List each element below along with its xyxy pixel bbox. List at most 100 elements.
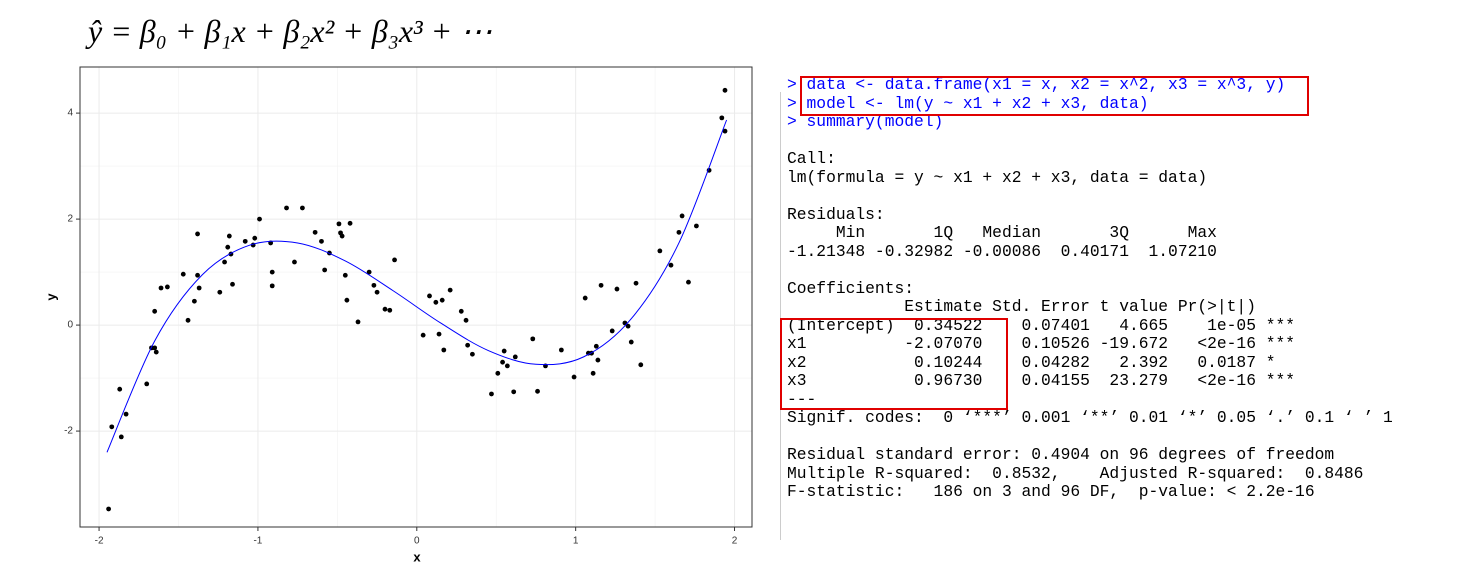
console-output-block: Coefficients: Estimate Std. Error t valu… bbox=[787, 278, 1393, 428]
console-line: x3 0.96730 0.04155 23.279 <2e-16 *** bbox=[787, 371, 1296, 390]
point bbox=[217, 289, 223, 295]
point bbox=[158, 285, 164, 291]
console-line: x2 0.10244 0.04282 2.392 0.0187 * bbox=[787, 352, 1276, 372]
point bbox=[722, 128, 728, 134]
formula: ŷ = β₀ + β₁x + β₂x² + β₃x³ + ⋯ bbox=[88, 13, 493, 49]
point bbox=[312, 229, 318, 235]
point bbox=[195, 272, 200, 278]
console-output-block: Residual standard error: 0.4904 on 96 de… bbox=[787, 445, 1393, 502]
x-tick-label: -1 bbox=[253, 536, 262, 547]
point bbox=[590, 370, 596, 376]
point bbox=[722, 87, 728, 93]
console-line: -1.21348 -0.32982 -0.00086 0.40171 1.072… bbox=[787, 241, 1217, 261]
point bbox=[530, 336, 536, 342]
console-line: Call: bbox=[787, 149, 836, 168]
point bbox=[465, 342, 471, 348]
point bbox=[387, 307, 393, 313]
point bbox=[242, 238, 248, 244]
point bbox=[392, 257, 397, 263]
highlight-box bbox=[780, 318, 1008, 410]
plot-border bbox=[79, 66, 753, 528]
console-line: F-statistic: 186 on 3 and 96 DF, p-value… bbox=[787, 482, 1315, 501]
console-line: lm(formula = y ~ x1 + x2 + x3, data = da… bbox=[787, 167, 1208, 187]
point bbox=[195, 231, 200, 237]
point bbox=[374, 289, 380, 295]
point bbox=[628, 339, 634, 345]
point bbox=[469, 351, 475, 357]
y-tick-label: 0 bbox=[67, 320, 73, 331]
point bbox=[571, 374, 577, 380]
separator bbox=[780, 92, 781, 540]
point bbox=[598, 282, 604, 288]
point bbox=[153, 349, 159, 355]
point bbox=[512, 354, 518, 360]
point bbox=[719, 115, 725, 121]
point bbox=[284, 205, 289, 211]
point bbox=[420, 332, 426, 338]
plot-panel bbox=[80, 67, 752, 527]
point bbox=[668, 262, 674, 268]
point bbox=[427, 293, 432, 299]
x-tick-label: 2 bbox=[732, 536, 738, 547]
point bbox=[180, 271, 186, 277]
point bbox=[609, 328, 615, 334]
point bbox=[347, 220, 353, 226]
y-tick-label: 4 bbox=[67, 108, 73, 119]
highlight-box bbox=[800, 76, 1309, 116]
point bbox=[106, 506, 111, 512]
point bbox=[441, 347, 447, 353]
point bbox=[458, 308, 464, 314]
point bbox=[117, 386, 123, 392]
point bbox=[118, 434, 124, 440]
point bbox=[679, 213, 685, 219]
console-line: Coefficients: bbox=[787, 278, 915, 298]
point bbox=[257, 216, 262, 222]
point bbox=[226, 233, 232, 239]
x-tick-label: 0 bbox=[414, 536, 420, 547]
point bbox=[292, 259, 297, 265]
point bbox=[144, 381, 150, 387]
point bbox=[109, 424, 115, 430]
y-tick-label: 2 bbox=[67, 214, 73, 225]
point bbox=[319, 238, 324, 244]
point bbox=[344, 297, 350, 303]
y-axis-title: y bbox=[43, 293, 58, 301]
console-line: Multiple R-squared: 0.8532, Adjusted R-s… bbox=[787, 463, 1364, 483]
console-line: --- bbox=[787, 389, 817, 409]
x-axis-title: x bbox=[413, 549, 421, 564]
point bbox=[152, 345, 158, 351]
x-tick-label: -2 bbox=[95, 536, 104, 547]
point bbox=[355, 319, 361, 325]
point bbox=[196, 285, 202, 291]
point bbox=[501, 348, 507, 354]
point bbox=[676, 229, 682, 235]
point bbox=[433, 299, 439, 305]
console-line: x1 -2.07070 0.10526 -19.672 <2e-16 *** bbox=[787, 334, 1296, 353]
point bbox=[230, 281, 235, 287]
point bbox=[500, 359, 505, 365]
point bbox=[123, 411, 129, 417]
fit-line bbox=[106, 119, 728, 453]
point bbox=[185, 317, 191, 323]
point bbox=[447, 287, 453, 293]
console-line: Residual standard error: 0.4904 on 96 de… bbox=[787, 445, 1335, 464]
point bbox=[436, 331, 442, 337]
point bbox=[222, 259, 227, 265]
point bbox=[463, 317, 469, 323]
point bbox=[382, 306, 388, 312]
point bbox=[366, 269, 372, 275]
point bbox=[371, 282, 377, 288]
scatter-plot: x y -2 -1 0 1 2 -2 0 2 4 bbox=[43, 66, 753, 564]
point bbox=[342, 272, 348, 278]
point bbox=[152, 308, 158, 314]
point bbox=[439, 297, 445, 303]
point bbox=[633, 280, 639, 286]
console-command: > summary(model) bbox=[787, 112, 944, 131]
point bbox=[164, 284, 170, 290]
console-line: Signif. codes: 0 ‘***’ 0.001 ‘**’ 0.01 ‘… bbox=[787, 408, 1393, 427]
point bbox=[638, 362, 644, 368]
point bbox=[252, 235, 258, 241]
x-tick-label: 1 bbox=[573, 536, 579, 547]
point bbox=[269, 283, 275, 289]
